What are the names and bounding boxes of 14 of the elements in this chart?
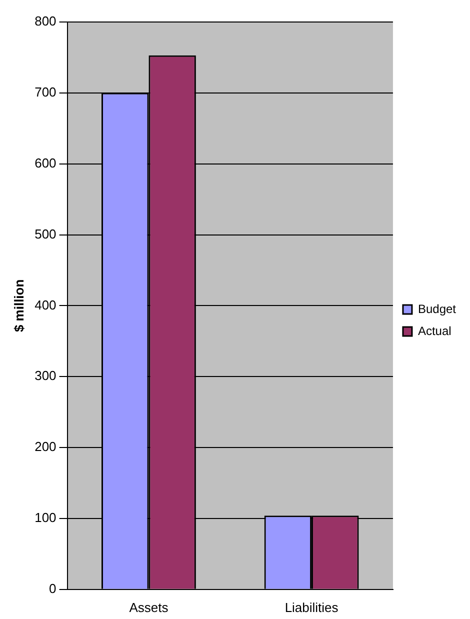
y-tick-label: 700 [34, 84, 56, 100]
legend-label: Budget [418, 302, 457, 316]
y-tick-label: 500 [34, 226, 56, 242]
y-axis-title: $ million [11, 279, 26, 332]
y-tick-label: 800 [34, 14, 56, 29]
y-tick-label: 600 [34, 155, 56, 170]
y-tick-label: 300 [34, 368, 56, 384]
x-tick-label: Liabilities [284, 600, 339, 615]
x-tick-label: Assets [129, 600, 169, 615]
y-tick-label: 400 [34, 297, 56, 312]
y-tick-label: 0 [49, 580, 56, 596]
y-tick-label: 100 [34, 510, 56, 526]
legend-label: Actual [418, 324, 452, 338]
y-tick-label: 200 [34, 439, 56, 454]
